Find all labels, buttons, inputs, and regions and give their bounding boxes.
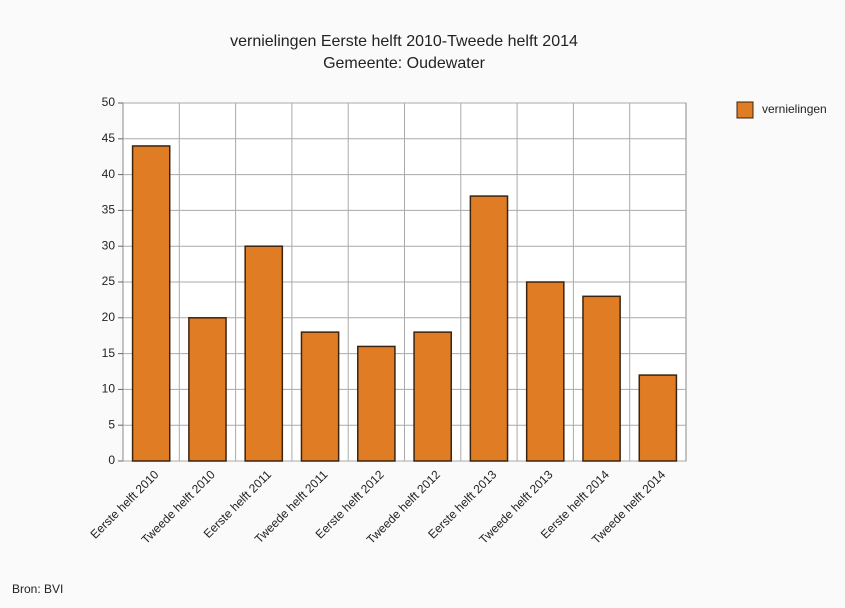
bar xyxy=(525,281,565,462)
bar xyxy=(357,345,396,462)
bar xyxy=(638,374,678,462)
bar xyxy=(413,331,452,462)
chart-title: vernielingen Eerste helft 2010-Tweede he… xyxy=(230,33,578,50)
y-tick-label: 25 xyxy=(102,274,116,288)
y-tick-label: 20 xyxy=(102,310,116,324)
source-note: Bron: BVI xyxy=(12,582,63,596)
y-tick-label: 30 xyxy=(102,238,116,252)
bar xyxy=(469,195,509,462)
legend-label: vernielingen xyxy=(762,102,827,116)
bar xyxy=(131,145,171,462)
y-tick-label: 40 xyxy=(102,167,116,181)
y-tick-label: 50 xyxy=(102,95,116,109)
bar xyxy=(300,331,340,462)
y-tick-label: 5 xyxy=(108,417,115,431)
y-tick-label: 0 xyxy=(108,453,115,467)
y-tick-label: 15 xyxy=(102,346,116,360)
chart-subtitle: Gemeente: Oudewater xyxy=(323,55,486,72)
y-tick-label: 35 xyxy=(102,203,116,217)
y-tick-label: 45 xyxy=(102,131,116,145)
bar xyxy=(244,245,284,462)
y-tick-label: 10 xyxy=(102,382,116,396)
bar xyxy=(188,317,227,462)
legend-swatch xyxy=(736,101,754,119)
bar xyxy=(582,295,621,462)
